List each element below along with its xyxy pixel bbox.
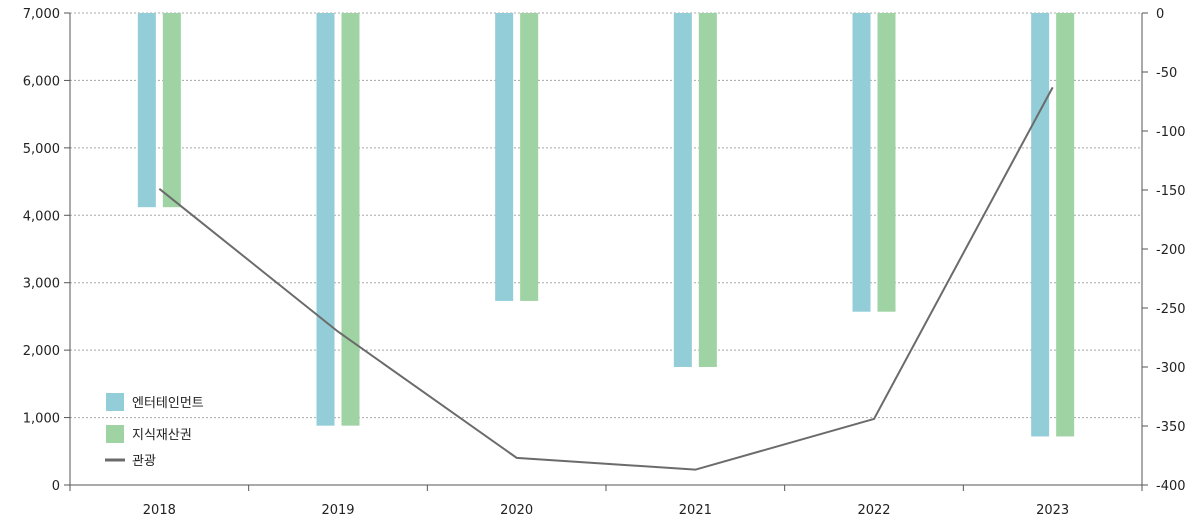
left-axis-tick-label: 2,000: [23, 344, 60, 359]
left-axis-tick-label: 3,000: [23, 277, 60, 292]
bar-entertainment: [137, 13, 156, 208]
right-axis-tick-label: -350: [1156, 420, 1186, 435]
bar-ip: [341, 13, 360, 426]
x-axis-tick-label: 2018: [143, 503, 176, 518]
x-axis-tick-label: 2019: [321, 503, 354, 518]
right-axis-tick-label: -250: [1156, 302, 1186, 317]
left-axis-tick-label: 7,000: [23, 7, 60, 22]
bar-series: [137, 13, 1075, 437]
line-tourism: [158, 86, 1054, 471]
bar-entertainment: [852, 13, 871, 312]
right-axis-tick-label: -150: [1156, 184, 1186, 199]
right-axis-tick-label: 0: [1156, 7, 1164, 22]
right-axis-tick-label: -300: [1156, 361, 1186, 376]
left-axis-tick-label: 1,000: [23, 412, 60, 427]
gridlines: [70, 12, 1142, 486]
legend-label-tourism: 관광: [132, 454, 156, 469]
bar-ip: [877, 13, 896, 312]
x-axis-tick-label: 2021: [679, 503, 712, 518]
left-axis-tick-label: 4,000: [23, 209, 60, 224]
right-axis-tick-label: -200: [1156, 243, 1186, 258]
bar-entertainment: [495, 13, 514, 301]
bar-ip: [520, 13, 539, 301]
line-series: [158, 86, 1054, 471]
legend-swatch-ip: [106, 425, 124, 443]
legend: 엔터테인먼트 지식재산권 관광: [105, 393, 204, 469]
left-axis-tick-label: 6,000: [23, 74, 60, 89]
x-axis-tick-label: 2022: [857, 503, 890, 518]
right-axis-tick-label: -100: [1156, 125, 1186, 140]
right-axis-tick-label: -50: [1156, 66, 1177, 81]
x-axis-tick-label: 2023: [1036, 503, 1069, 518]
bar-ip: [1056, 13, 1075, 437]
bar-ip: [698, 13, 717, 367]
legend-label-entertainment: 엔터테인먼트: [132, 396, 204, 411]
left-axis-tick-label: 0: [52, 479, 60, 494]
left-axis-tick-label: 5,000: [23, 142, 60, 157]
legend-swatch-entertainment: [106, 393, 124, 411]
x-axis-tick-label: 2020: [500, 503, 533, 518]
bar-entertainment: [316, 13, 335, 426]
bar-entertainment: [673, 13, 692, 367]
legend-label-ip: 지식재산권: [132, 428, 192, 443]
bar-entertainment: [1031, 13, 1050, 437]
bar-ip: [162, 13, 181, 208]
axes: 0 1,000 2,000 3,000 4,000 5,000 6,000 7,000 -400…: [23, 7, 1186, 518]
right-axis-tick-label: -400: [1156, 479, 1186, 494]
